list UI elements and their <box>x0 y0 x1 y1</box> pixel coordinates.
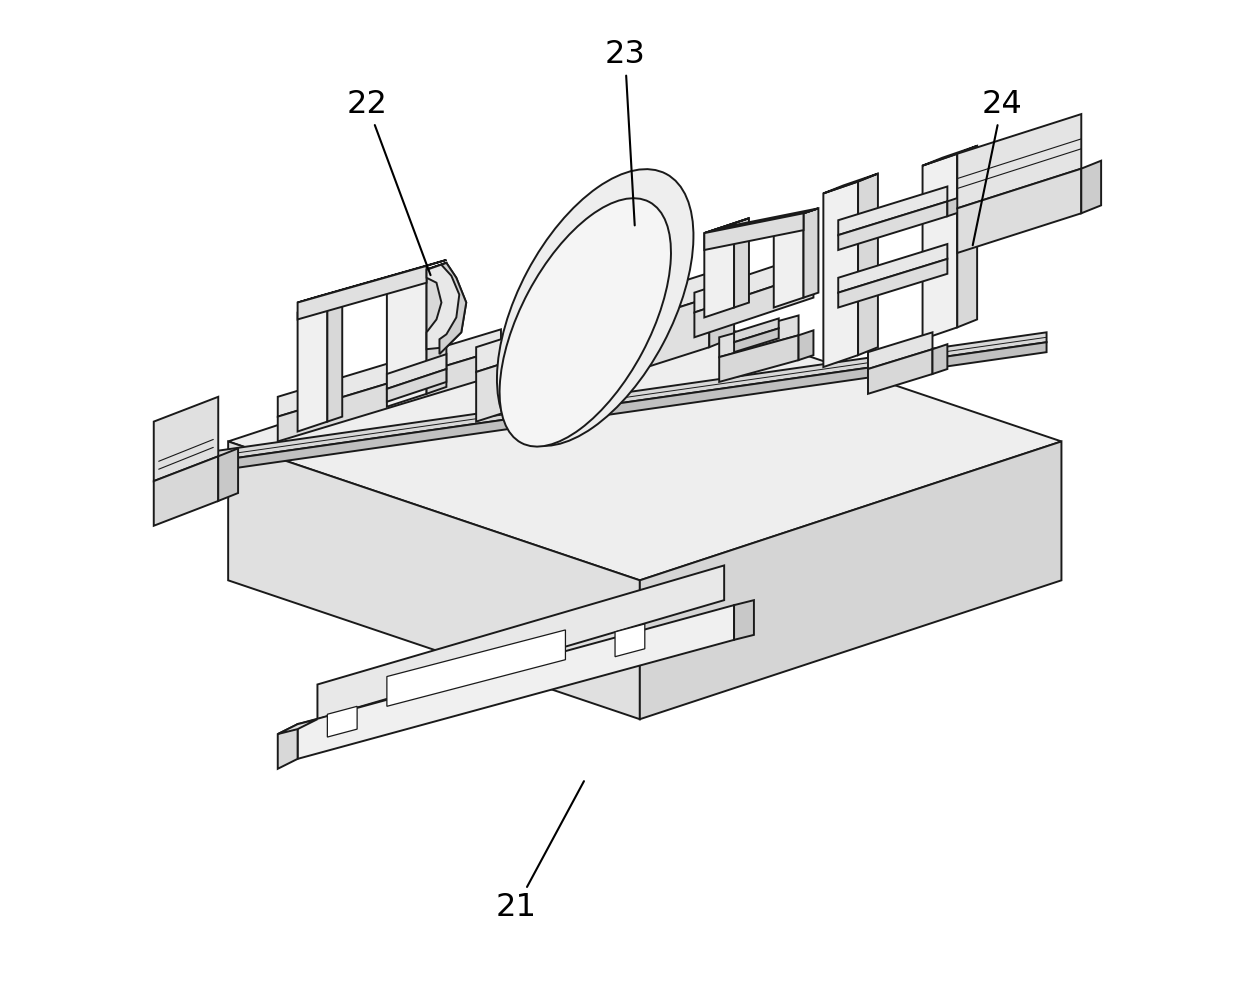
Polygon shape <box>823 182 858 367</box>
Polygon shape <box>704 218 749 233</box>
Polygon shape <box>823 174 878 193</box>
Polygon shape <box>179 342 1047 476</box>
Polygon shape <box>387 263 446 283</box>
Polygon shape <box>774 213 804 308</box>
Polygon shape <box>387 369 446 402</box>
Polygon shape <box>838 201 947 250</box>
Polygon shape <box>278 724 298 769</box>
Polygon shape <box>327 706 357 737</box>
Polygon shape <box>957 169 1081 253</box>
Polygon shape <box>868 332 932 369</box>
Polygon shape <box>387 354 446 389</box>
Text: 22: 22 <box>346 88 430 275</box>
Polygon shape <box>327 298 342 422</box>
Polygon shape <box>278 329 501 417</box>
Polygon shape <box>228 303 1061 580</box>
Polygon shape <box>704 208 818 233</box>
Polygon shape <box>476 298 709 422</box>
Polygon shape <box>179 332 1047 466</box>
Polygon shape <box>439 263 466 354</box>
Polygon shape <box>387 630 565 706</box>
Polygon shape <box>694 273 813 337</box>
Polygon shape <box>774 208 818 223</box>
Polygon shape <box>154 397 218 481</box>
Polygon shape <box>734 600 754 640</box>
Polygon shape <box>799 330 813 360</box>
Polygon shape <box>298 266 427 319</box>
Polygon shape <box>838 244 947 293</box>
Polygon shape <box>387 270 427 407</box>
Polygon shape <box>932 344 947 374</box>
Polygon shape <box>804 208 818 298</box>
Text: 23: 23 <box>605 39 645 225</box>
Polygon shape <box>218 448 238 501</box>
Polygon shape <box>838 259 947 308</box>
Polygon shape <box>838 186 947 235</box>
Polygon shape <box>228 441 640 719</box>
Polygon shape <box>298 260 446 303</box>
Polygon shape <box>734 318 779 342</box>
Polygon shape <box>615 624 645 657</box>
Polygon shape <box>298 605 734 759</box>
Polygon shape <box>957 114 1081 208</box>
Polygon shape <box>427 263 466 349</box>
Polygon shape <box>640 441 1061 719</box>
Polygon shape <box>947 196 962 216</box>
Polygon shape <box>704 223 734 317</box>
Polygon shape <box>868 349 932 394</box>
Ellipse shape <box>500 198 671 446</box>
Polygon shape <box>298 303 327 432</box>
Polygon shape <box>1081 161 1101 213</box>
Polygon shape <box>278 719 317 734</box>
Ellipse shape <box>497 170 693 445</box>
Polygon shape <box>298 298 342 312</box>
Polygon shape <box>709 288 734 347</box>
Text: 24: 24 <box>972 88 1022 245</box>
Polygon shape <box>278 349 501 441</box>
Polygon shape <box>923 146 977 166</box>
Polygon shape <box>704 213 804 250</box>
Polygon shape <box>476 273 709 372</box>
Polygon shape <box>957 146 977 327</box>
Polygon shape <box>719 335 799 382</box>
Text: 21: 21 <box>495 781 584 924</box>
Polygon shape <box>154 456 218 526</box>
Polygon shape <box>923 154 957 339</box>
Polygon shape <box>317 565 724 719</box>
Polygon shape <box>858 174 878 355</box>
Polygon shape <box>734 218 749 308</box>
Polygon shape <box>427 263 446 394</box>
Polygon shape <box>734 328 779 352</box>
Polygon shape <box>694 253 813 312</box>
Polygon shape <box>719 315 799 357</box>
